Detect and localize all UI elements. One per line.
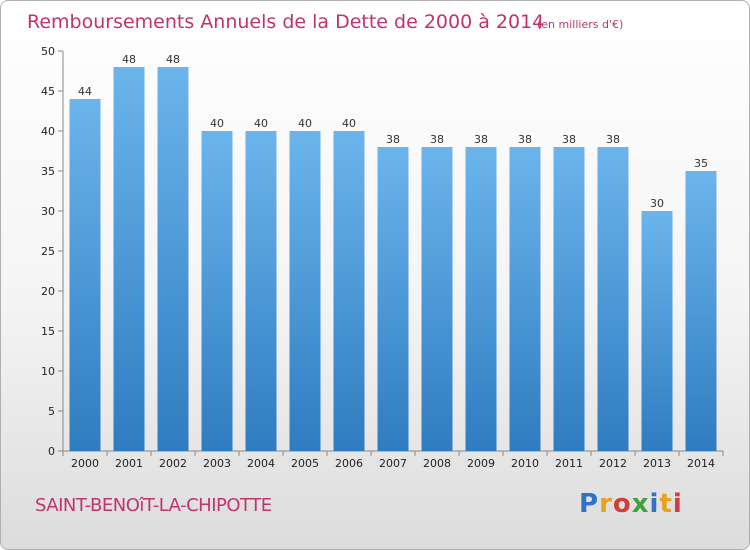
bar-value-label: 40 <box>298 117 312 130</box>
y-tick-label: 30 <box>41 205 55 218</box>
y-tick-label: 20 <box>41 285 55 298</box>
logo-letter: t <box>659 489 673 519</box>
bar-2014 <box>685 171 717 451</box>
x-tick-label: 2007 <box>379 457 407 470</box>
bar-2006 <box>333 131 365 451</box>
bar-2005 <box>289 131 321 451</box>
bar-value-label: 40 <box>254 117 268 130</box>
y-tick-label: 50 <box>41 45 55 58</box>
y-tick-label: 35 <box>41 165 55 178</box>
bar-value-label: 48 <box>122 53 136 66</box>
x-tick-label: 2010 <box>511 457 539 470</box>
x-tick-labels: 2000 2001 2002 2003 2004 2005 2006 2007 2008 2009… <box>62 451 724 470</box>
bar-2010 <box>509 147 541 451</box>
chart-title: Remboursements Annuels de la Dette de 20… <box>27 11 544 33</box>
x-tick-label: 2001 <box>115 457 143 470</box>
y-tick-label: 0 <box>48 445 55 458</box>
bar-2000 <box>69 99 101 451</box>
x-tick-label: 2014 <box>687 457 715 470</box>
bar-value-label: 38 <box>518 133 532 146</box>
bar-value-label: 38 <box>562 133 576 146</box>
logo-letter: P <box>579 489 600 519</box>
x-tick-label: 2008 <box>423 457 451 470</box>
bar-value-label: 38 <box>474 133 488 146</box>
bar-value-label: 38 <box>386 133 400 146</box>
logo-letter: x <box>631 489 650 519</box>
bar-value-label: 30 <box>650 197 664 210</box>
bar-2007 <box>377 147 409 451</box>
proxiti-logo[interactable]: Proxiti <box>579 489 683 519</box>
x-tick-label: 2012 <box>599 457 627 470</box>
commune-name: SAINT-BENOîT-LA-CHIPOTTE <box>35 495 272 516</box>
x-tick-label: 2013 <box>643 457 671 470</box>
bar-2008 <box>421 147 453 451</box>
bars: 44 48 48 40 40 40 40 38 38 38 38 38 38 30 35 <box>69 53 717 451</box>
y-tick-label: 15 <box>41 325 55 338</box>
x-tick-label: 2009 <box>467 457 495 470</box>
bar-value-label: 44 <box>78 85 92 98</box>
bar-2012 <box>597 147 629 451</box>
chart-subtitle: (en milliers d'€) <box>537 18 623 31</box>
bar-2002 <box>157 67 189 451</box>
bar-value-label: 40 <box>210 117 224 130</box>
bar-2013 <box>641 211 673 451</box>
bar-value-label: 40 <box>342 117 356 130</box>
bar-value-label: 38 <box>430 133 444 146</box>
x-tick-label: 2006 <box>335 457 363 470</box>
bar-2011 <box>553 147 585 451</box>
bar-value-label: 38 <box>606 133 620 146</box>
x-tick-label: 2003 <box>203 457 231 470</box>
logo-letter: i <box>649 489 660 519</box>
y-tick-label: 25 <box>41 245 55 258</box>
logo-letter: r <box>599 489 613 519</box>
logo-letter: i <box>672 489 683 519</box>
bar-2009 <box>465 147 497 451</box>
debt-bar-chart: Remboursements Annuels de la Dette de 20… <box>27 11 724 470</box>
x-tick-label: 2002 <box>159 457 187 470</box>
bar-value-label: 48 <box>166 53 180 66</box>
bar-2004 <box>245 131 277 451</box>
bar-2003 <box>201 131 233 451</box>
y-tick-label: 40 <box>41 125 55 138</box>
bar-value-label: 35 <box>694 157 708 170</box>
y-tick-label: 45 <box>41 85 55 98</box>
logo-letter: o <box>612 489 632 519</box>
x-tick-label: 2004 <box>247 457 275 470</box>
bar-2001 <box>113 67 145 451</box>
y-tick-label: 5 <box>48 405 55 418</box>
x-tick-label: 2000 <box>71 457 99 470</box>
x-tick-label: 2005 <box>291 457 319 470</box>
x-tick-label: 2011 <box>555 457 583 470</box>
y-tick-label: 10 <box>41 365 55 378</box>
